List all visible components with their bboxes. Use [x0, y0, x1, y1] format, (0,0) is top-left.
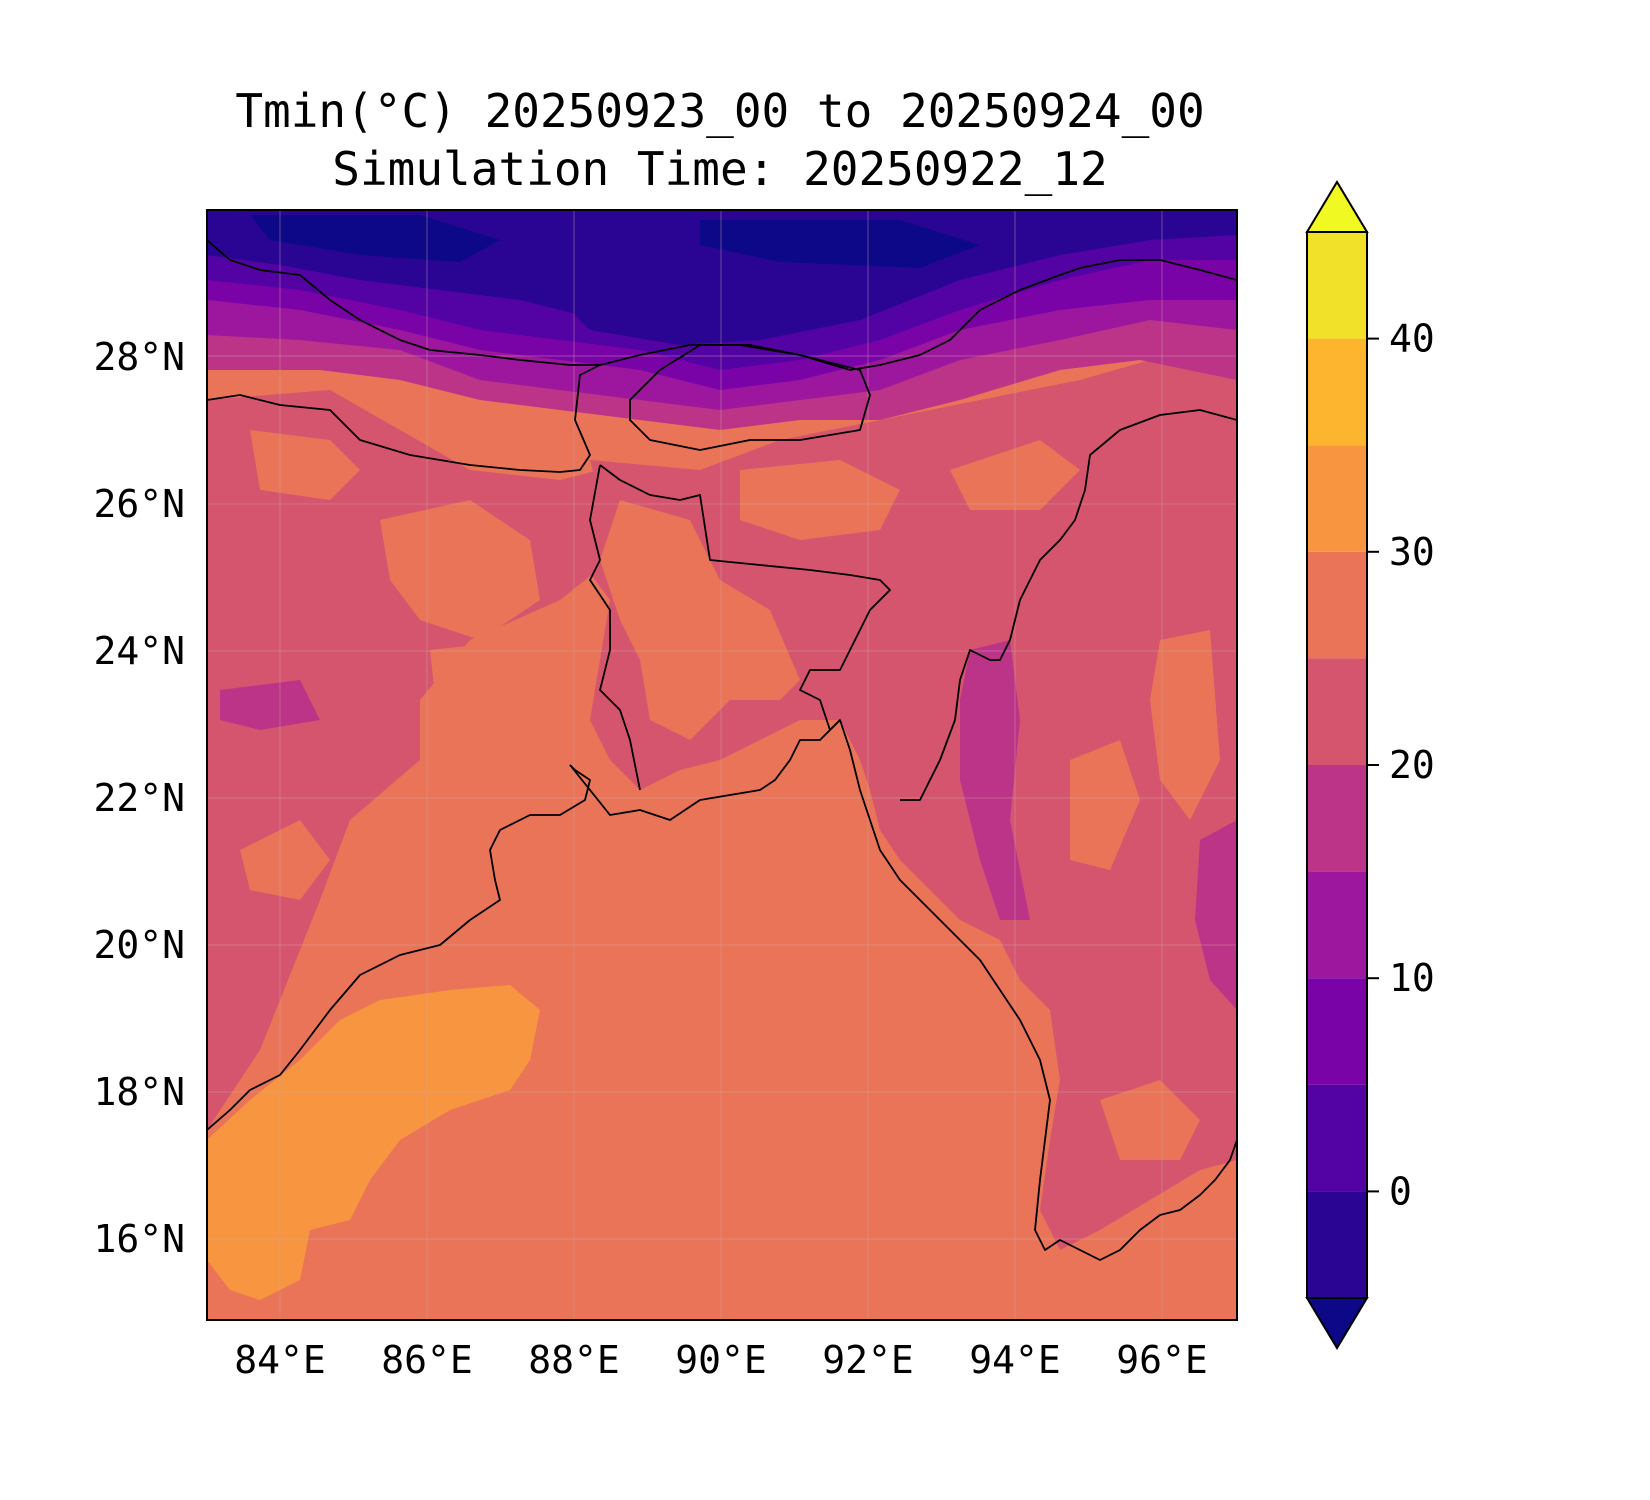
region-cold-4	[560, 300, 760, 345]
patch	[220, 680, 320, 730]
colorbar-band	[1307, 765, 1367, 872]
colorbar-band	[1307, 445, 1367, 552]
region-myanmar-hills	[960, 640, 1030, 920]
colorbar-band	[1307, 978, 1367, 1085]
colorbar-band	[1307, 871, 1367, 979]
x-tick-label: 84°E	[234, 1338, 326, 1382]
patch	[1070, 740, 1140, 870]
patch	[1100, 1080, 1200, 1160]
colorbar-tick-label: 30	[1389, 530, 1435, 574]
region-coldest	[700, 220, 980, 268]
region-coldest	[250, 215, 500, 262]
colorbar-extend-max	[1305, 180, 1369, 233]
colorbar: 0 10 20 30 40	[1305, 180, 1435, 1350]
x-tick-label: 96°E	[1116, 1338, 1208, 1382]
chart-title: Tmin(°C) 20250923_00 to 20250924_00	[235, 84, 1205, 138]
x-axis: 84°E 86°E 88°E 90°E 92°E 94°E 96°E	[234, 1338, 1208, 1382]
y-tick-label: 24°N	[93, 629, 185, 673]
y-tick-label: 20°N	[93, 923, 185, 967]
region-east-land	[580, 330, 1237, 1250]
gridlines	[207, 210, 1237, 1320]
colorbar-band	[1307, 232, 1367, 339]
colorbar-band	[1307, 658, 1367, 765]
y-tick-label: 28°N	[93, 335, 185, 379]
map-frame	[206, 209, 1238, 1321]
x-tick-label: 94°E	[969, 1338, 1061, 1382]
colorbar-band	[1307, 1084, 1367, 1192]
patch	[1150, 630, 1220, 820]
x-tick-label: 92°E	[822, 1338, 914, 1382]
x-tick-label: 88°E	[528, 1338, 620, 1382]
colorbar-tick-label: 20	[1389, 743, 1435, 787]
colorbar-band	[1307, 551, 1367, 659]
y-tick-label: 22°N	[93, 776, 185, 820]
y-tick-label: 18°N	[93, 1070, 185, 1114]
region-myanmar-hills-east	[1195, 820, 1237, 1010]
y-tick-label: 16°N	[93, 1217, 185, 1261]
patch	[740, 460, 900, 540]
colorbar-tick-label: 40	[1389, 317, 1435, 361]
map-plot-area	[207, 210, 1237, 1320]
y-tick-label: 26°N	[93, 482, 185, 526]
patch	[380, 500, 540, 640]
patch	[240, 820, 330, 900]
colorbar-band	[1307, 1191, 1367, 1298]
colorbar-extend-min	[1305, 1297, 1369, 1350]
y-axis: 28°N 26°N 24°N 22°N 20°N 18°N 16°N	[93, 335, 185, 1261]
region-warm-bay	[207, 985, 540, 1300]
x-tick-label: 90°E	[675, 1338, 767, 1382]
coastlines	[207, 239, 1237, 1261]
colorbar-tick-label: 10	[1389, 956, 1435, 1000]
chart-subtitle: Simulation Time: 20250922_12	[332, 142, 1108, 196]
colorbar-band	[1307, 338, 1367, 446]
x-tick-label: 86°E	[381, 1338, 473, 1382]
patch	[430, 640, 560, 760]
patch	[250, 430, 360, 500]
patch	[950, 440, 1080, 510]
colorbar-tick-label: 0	[1389, 1169, 1412, 1213]
patch-bangladesh	[600, 500, 800, 740]
